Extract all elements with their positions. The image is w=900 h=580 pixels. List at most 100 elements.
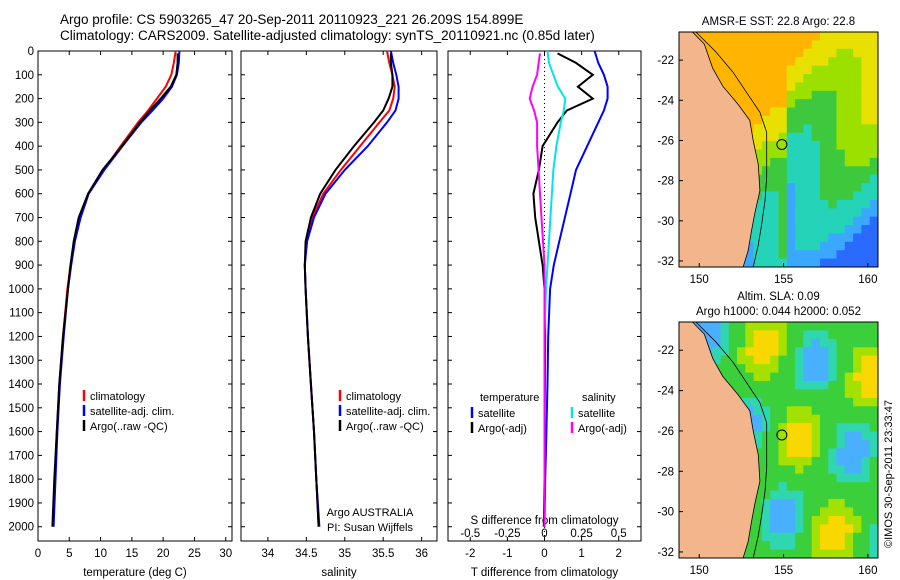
map-cell xyxy=(803,456,813,466)
map-cell xyxy=(786,397,796,407)
map-cell xyxy=(770,541,780,551)
map-cell xyxy=(803,115,813,125)
map-cell xyxy=(861,258,871,267)
map-cell xyxy=(836,482,846,492)
map-cell xyxy=(753,347,763,357)
map-cell xyxy=(728,82,738,92)
map-cell xyxy=(803,174,813,184)
map-cell xyxy=(795,57,804,67)
map-cell xyxy=(861,440,871,449)
map-cell xyxy=(803,57,813,67)
map-cell xyxy=(737,322,746,331)
map-cell xyxy=(853,381,862,390)
map-cell xyxy=(803,90,813,100)
map-cell xyxy=(811,338,821,348)
map-cell xyxy=(820,524,829,534)
map-cell xyxy=(844,448,854,458)
map-cell xyxy=(803,322,813,331)
map-cell xyxy=(811,183,821,193)
map-cell xyxy=(778,355,788,365)
map-cell xyxy=(828,225,838,234)
map-cell xyxy=(770,372,780,382)
map-cell xyxy=(795,541,804,551)
x-tick-label: 34.5 xyxy=(295,548,317,560)
map-cell xyxy=(795,124,804,134)
map-cell xyxy=(853,473,862,483)
map-cell xyxy=(811,174,821,184)
map-cell xyxy=(770,166,780,176)
map-cell xyxy=(745,532,755,542)
map-cell xyxy=(786,364,796,374)
map-cell xyxy=(861,32,871,41)
map-cell xyxy=(861,216,871,226)
map-cell xyxy=(861,490,871,500)
map-cell xyxy=(844,183,854,193)
map-cell xyxy=(753,397,763,407)
map-cell xyxy=(869,233,878,243)
map-cell xyxy=(869,99,878,109)
map-cell xyxy=(786,141,796,151)
map-cell xyxy=(770,397,780,407)
map-cell xyxy=(745,397,755,407)
map-cell xyxy=(853,216,862,226)
map-cell xyxy=(820,241,829,251)
map-cell xyxy=(836,183,846,193)
map-cell xyxy=(836,389,846,399)
map-cell xyxy=(853,414,862,424)
map-cell xyxy=(836,216,846,226)
map-cell xyxy=(778,40,788,50)
map-cell xyxy=(828,174,838,184)
map-cell xyxy=(869,465,878,475)
map-cell xyxy=(836,233,846,243)
map-cell xyxy=(770,448,780,458)
map-cell xyxy=(853,456,862,466)
map-cell xyxy=(820,414,829,424)
map-cell xyxy=(786,532,796,542)
map-cell xyxy=(761,199,771,209)
map-cell xyxy=(820,549,829,558)
map-cell xyxy=(844,347,854,357)
map-cell xyxy=(761,40,771,50)
map-cell xyxy=(820,166,829,176)
map-cell xyxy=(786,65,796,75)
map-cell xyxy=(778,338,788,348)
map-y-tick-label: -30 xyxy=(657,507,674,519)
map-cell xyxy=(778,397,788,407)
map-cell xyxy=(836,549,846,558)
map-cell xyxy=(811,216,821,226)
map-cell xyxy=(778,515,788,525)
map-cell xyxy=(811,347,821,357)
map-cell xyxy=(820,330,829,340)
map-cell xyxy=(795,372,804,382)
map-cell xyxy=(728,330,738,340)
map-cell xyxy=(811,549,821,558)
map-cell xyxy=(844,208,854,218)
map-cell xyxy=(836,65,846,75)
map-cell xyxy=(861,322,871,331)
map-cell xyxy=(770,338,780,348)
map-cell xyxy=(786,40,796,50)
map-cell xyxy=(770,549,780,558)
map-cell xyxy=(853,32,862,41)
map-cell xyxy=(820,74,829,83)
x-tick-label: 1 xyxy=(578,548,584,560)
map-cell xyxy=(869,250,878,260)
map-cell xyxy=(803,107,813,117)
map-cell xyxy=(795,465,804,475)
map-cell xyxy=(844,440,854,449)
map-cell xyxy=(844,406,854,416)
map-cell xyxy=(770,183,780,193)
map-cell xyxy=(844,74,854,83)
map-cell xyxy=(844,549,854,558)
y-tick-label: 100 xyxy=(15,70,34,82)
map-cell xyxy=(786,241,796,251)
map-cell xyxy=(828,124,838,134)
map-cell xyxy=(869,124,878,134)
map-cell xyxy=(820,482,829,492)
map-cell xyxy=(869,166,878,176)
map-cell xyxy=(828,465,838,475)
map-cell xyxy=(820,448,829,458)
map-cell xyxy=(820,199,829,209)
map-cell xyxy=(795,157,804,167)
map-cell xyxy=(786,456,796,466)
